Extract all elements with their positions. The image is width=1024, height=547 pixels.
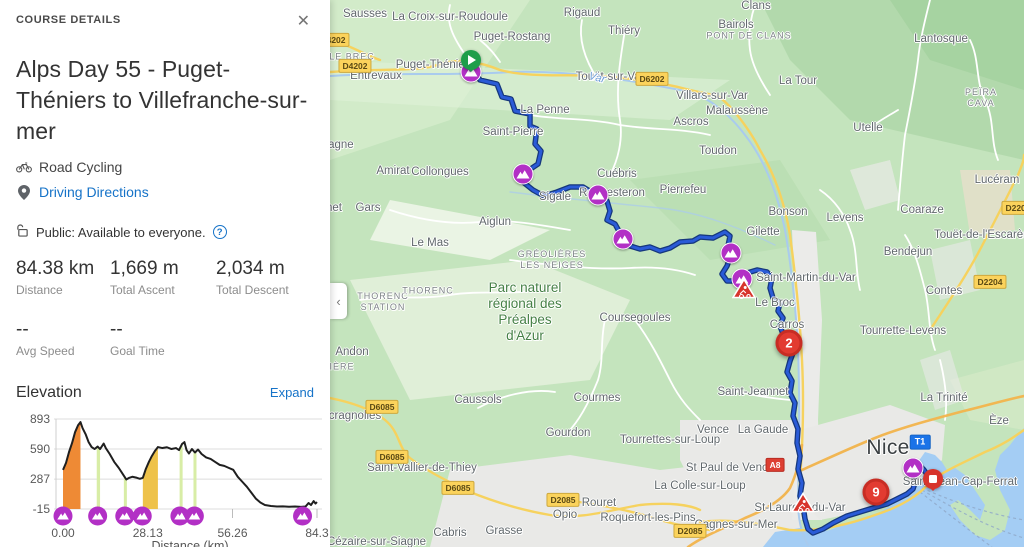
map-canvas[interactable] — [330, 0, 1024, 547]
location-pin-icon — [16, 184, 32, 200]
climb-marker[interactable] — [902, 457, 924, 479]
course-start-marker[interactable] — [461, 50, 481, 70]
hazard-warning-icon[interactable] — [790, 491, 816, 518]
stats-row-2: -- Avg Speed -- Goal Time — [16, 319, 314, 358]
stat-avg-speed: -- Avg Speed — [16, 319, 75, 358]
close-icon[interactable]: ✕ — [293, 12, 314, 32]
svg-text:287: 287 — [30, 472, 50, 486]
elevation-chart: 893 590 287 -15 0.00 28.13 56.26 84.3 Distance (… — [6, 406, 329, 547]
driving-directions-row[interactable]: Driving Directions — [16, 184, 314, 200]
climb-marker[interactable] — [720, 242, 742, 264]
elevation-chart-canvas: 893 590 287 -150.00 28.13 56.26 84.3 Distance (… — [30, 412, 329, 547]
bike-icon — [16, 159, 32, 175]
unlock-icon — [16, 224, 29, 240]
svg-text:56.26: 56.26 — [217, 526, 247, 540]
svg-text:-15: -15 — [33, 502, 51, 516]
svg-text:Distance (km): Distance (km) — [151, 539, 228, 547]
course-details-panel: COURSE DETAILS ✕ Alps Day 55 - Puget-Thé… — [0, 0, 330, 547]
svg-text:84.3: 84.3 — [305, 526, 329, 540]
expand-link[interactable]: Expand — [269, 385, 314, 400]
course-point-cluster-9[interactable]: 9 — [862, 478, 890, 506]
climb-marker[interactable] — [512, 163, 534, 185]
svg-text:0.00: 0.00 — [51, 526, 75, 540]
course-end-marker[interactable] — [923, 469, 943, 489]
svg-text:893: 893 — [30, 412, 50, 426]
climb-marker[interactable] — [612, 228, 634, 250]
driving-directions-link: Driving Directions — [39, 184, 149, 200]
climb-marker[interactable] — [587, 184, 609, 206]
stat-total-ascent: 1,669 m Total Ascent — [110, 258, 179, 297]
privacy-label: Public: Available to everyone. — [36, 224, 206, 240]
hazard-warning-icon[interactable] — [731, 277, 757, 304]
svg-text:590: 590 — [30, 442, 50, 456]
stat-distance: 84.38 km Distance — [16, 258, 95, 297]
activity-type-label: Road Cycling — [39, 159, 123, 175]
chevron-left-icon: ‹ — [336, 293, 341, 309]
route-map[interactable]: Sausses La Croix-sur-Roudoule Puget-Rostan… — [330, 0, 1024, 547]
elevation-section-title: Elevation — [16, 384, 82, 401]
stat-goal-time: -- Goal Time — [110, 319, 165, 358]
page-title: Alps Day 55 - Puget-Théniers to Villefra… — [16, 56, 308, 144]
panel-kicker: COURSE DETAILS — [16, 14, 121, 26]
svg-text:28.13: 28.13 — [133, 526, 163, 540]
stats-row-1: 84.38 km Distance 1,669 m Total Ascent 2… — [16, 258, 314, 297]
activity-type-row: Road Cycling — [16, 159, 314, 175]
privacy-row: Public: Available to everyone. ? — [16, 224, 314, 240]
course-point-cluster-2[interactable]: 2 — [775, 329, 803, 357]
stat-total-descent: 2,034 m Total Descent — [216, 258, 289, 297]
info-icon[interactable]: ? — [212, 225, 227, 239]
collapse-panel-button[interactable]: ‹ — [330, 283, 347, 319]
